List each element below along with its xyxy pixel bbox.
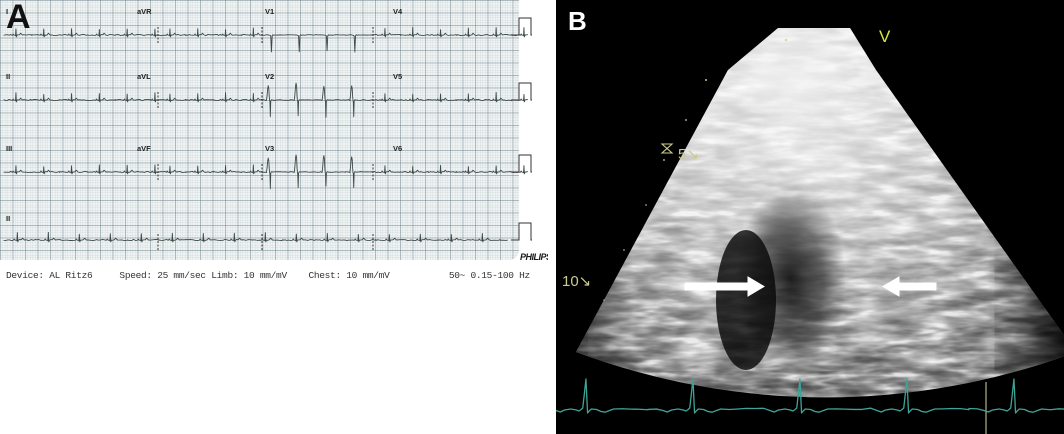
svg-text:I: I bbox=[6, 7, 8, 16]
svg-text:II: II bbox=[6, 214, 10, 223]
svg-text:5↘: 5↘ bbox=[678, 146, 699, 163]
svg-text:III: III bbox=[6, 144, 12, 153]
svg-text:II: II bbox=[6, 72, 10, 81]
svg-text:V: V bbox=[879, 27, 891, 46]
svg-text:V6: V6 bbox=[393, 144, 402, 153]
svg-text:10↘: 10↘ bbox=[562, 273, 591, 290]
svg-text:B: B bbox=[568, 6, 587, 36]
svg-text:aVR: aVR bbox=[137, 7, 152, 16]
svg-text:aVF: aVF bbox=[137, 144, 151, 153]
svg-text:aVL: aVL bbox=[137, 72, 151, 81]
svg-text:V5: V5 bbox=[393, 72, 402, 81]
svg-text:V2: V2 bbox=[265, 72, 274, 81]
svg-text:V3: V3 bbox=[265, 144, 274, 153]
svg-text:V1: V1 bbox=[265, 7, 274, 16]
svg-text:V4: V4 bbox=[393, 7, 403, 16]
